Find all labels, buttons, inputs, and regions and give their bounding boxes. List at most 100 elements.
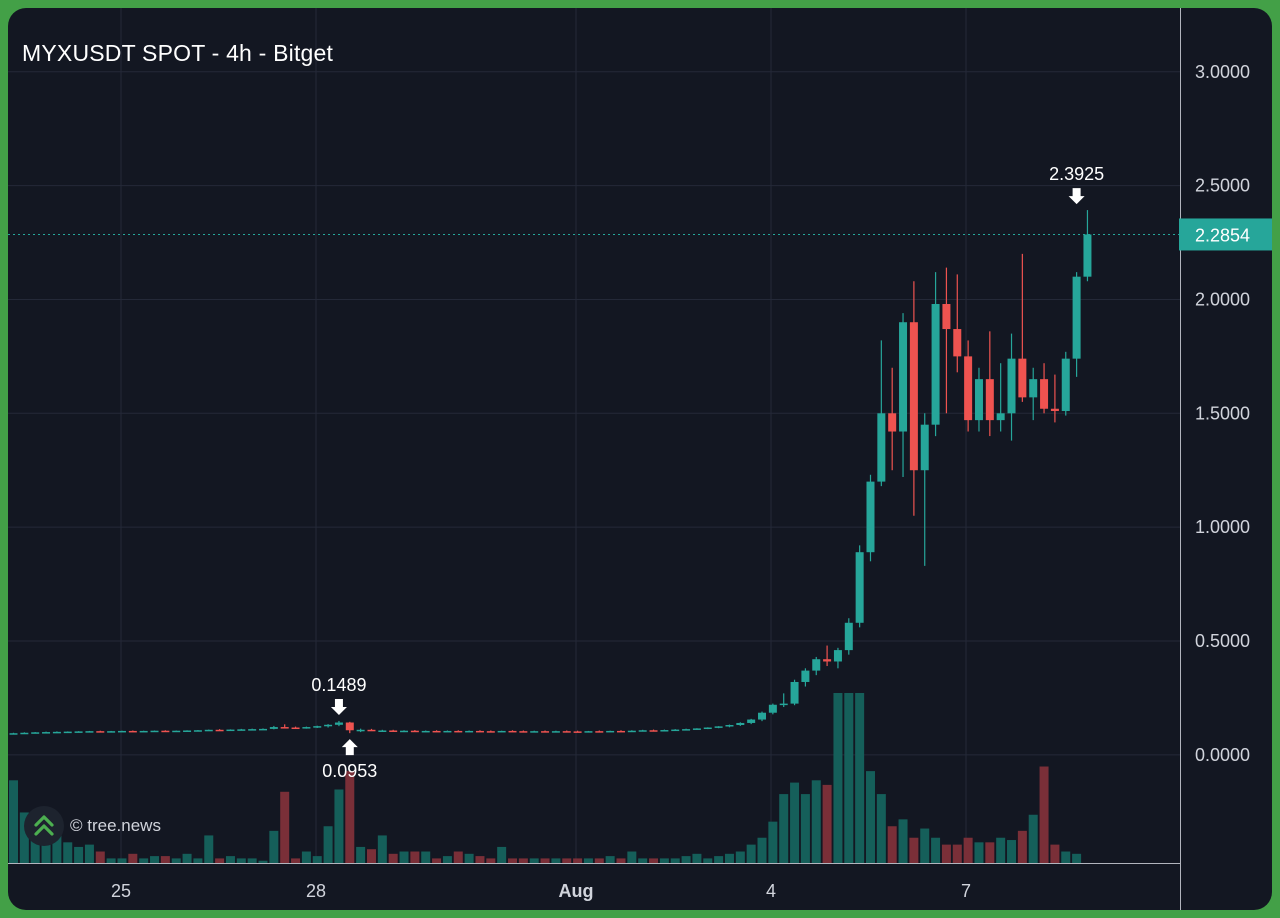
candle-body	[801, 670, 810, 682]
volume-bar	[1028, 814, 1038, 863]
last-price-label: 2.2854	[1195, 225, 1250, 245]
volume-bar	[30, 835, 40, 863]
volume-bar	[898, 819, 908, 863]
candle-body	[703, 727, 712, 730]
candle-body	[942, 304, 951, 330]
volume-bar	[95, 851, 105, 863]
candle-body	[508, 730, 517, 733]
volume-bar	[334, 789, 344, 863]
candle-body	[334, 722, 343, 725]
candle-body	[356, 729, 365, 732]
candle-body	[584, 731, 593, 733]
candle-body	[193, 730, 202, 732]
y-tick-label: 0.5000	[1195, 631, 1250, 651]
candle-body	[671, 729, 680, 732]
candle-body	[551, 731, 560, 733]
candle-body	[183, 730, 192, 732]
volume-bar	[139, 858, 149, 863]
volume-bar	[160, 856, 170, 863]
annotations: 2.2854 2.3925 0.1489 0.0953	[8, 164, 1272, 781]
volume-bar	[366, 849, 376, 863]
volume-bar	[193, 858, 203, 863]
candle-body	[389, 730, 398, 732]
candle-body	[31, 732, 40, 734]
volume-bar	[790, 782, 800, 863]
volume-bar	[1007, 840, 1017, 863]
candle-body	[985, 379, 994, 421]
high-arrow-icon	[330, 698, 347, 715]
candle-body	[931, 304, 940, 425]
volume-bar	[453, 851, 463, 863]
candle-body	[964, 356, 973, 421]
candle-body	[204, 729, 213, 732]
volume-bar	[1017, 830, 1027, 863]
volume-bar	[291, 858, 301, 863]
volume-bar	[887, 826, 897, 863]
candle-body	[627, 730, 636, 733]
x-tick-label: 4	[766, 881, 776, 901]
price-chart[interactable]: 3.0000 2.5000 2.0000 1.5000 1.0000 0.5000 0.00…	[8, 8, 1272, 910]
volume-bar	[931, 837, 941, 863]
volume-bar	[464, 853, 474, 863]
candle-body	[779, 703, 788, 706]
candle-body	[497, 730, 506, 733]
last-price-label-bg	[1179, 218, 1272, 251]
x-tick-label: 7	[961, 881, 971, 901]
y-tick-label: 0.0000	[1195, 745, 1250, 765]
candle-body	[150, 730, 159, 733]
volume-bar	[19, 812, 29, 863]
candle-body	[465, 730, 474, 733]
volume-bar	[540, 858, 550, 863]
volume-bar	[800, 794, 810, 863]
low-price-label: 0.0953	[322, 761, 377, 781]
axes: 3.0000 2.5000 2.0000 1.5000 1.0000 0.5000 0.00…	[8, 8, 1250, 910]
watermark-text: © tree.news	[70, 816, 161, 835]
candle-body	[74, 731, 83, 733]
candle-body	[161, 730, 170, 733]
volume-bar	[1050, 844, 1060, 863]
volume-bar	[356, 846, 366, 863]
candle-body	[595, 731, 604, 733]
candle-body	[128, 730, 137, 733]
volume-bar	[714, 856, 724, 863]
candle-body	[237, 729, 246, 731]
candle-body	[454, 730, 463, 733]
volume-bar	[594, 858, 604, 863]
candle-body	[324, 724, 333, 727]
volume-bar	[746, 844, 756, 863]
candle-body	[248, 729, 257, 731]
volume-bar	[442, 856, 452, 863]
candle-body	[1050, 408, 1059, 412]
y-tick-label: 1.0000	[1195, 517, 1250, 537]
x-tick-label: 25	[111, 881, 131, 901]
volume-bar	[627, 851, 637, 863]
high-price-label: 0.1489	[311, 675, 366, 695]
volume-bar	[150, 856, 160, 863]
volume-bar	[323, 826, 333, 863]
volume-bar	[822, 784, 832, 863]
candle-body	[280, 727, 289, 729]
candle-body	[899, 322, 908, 432]
candle-body	[107, 731, 116, 733]
volume-bar	[74, 846, 84, 863]
volume-bar	[670, 858, 680, 863]
volume-bar	[280, 791, 290, 863]
candle-body	[519, 731, 528, 733]
volume-bar	[236, 858, 246, 863]
volume-bar	[52, 833, 62, 863]
candle-body	[953, 329, 962, 357]
volume-bar	[388, 853, 398, 863]
candle-body	[42, 732, 51, 734]
high-arrow-icon	[1068, 188, 1085, 205]
candle-body	[844, 622, 853, 651]
candle-body	[768, 704, 777, 713]
candle-body	[269, 727, 278, 729]
volume-bar	[605, 856, 615, 863]
candle-body	[541, 731, 550, 733]
candle-body	[345, 722, 354, 731]
volume-bar	[583, 858, 593, 863]
low-arrow-icon	[341, 739, 358, 756]
candle-body	[291, 727, 300, 730]
grid-lines	[8, 8, 1180, 863]
candle-body	[410, 730, 419, 733]
